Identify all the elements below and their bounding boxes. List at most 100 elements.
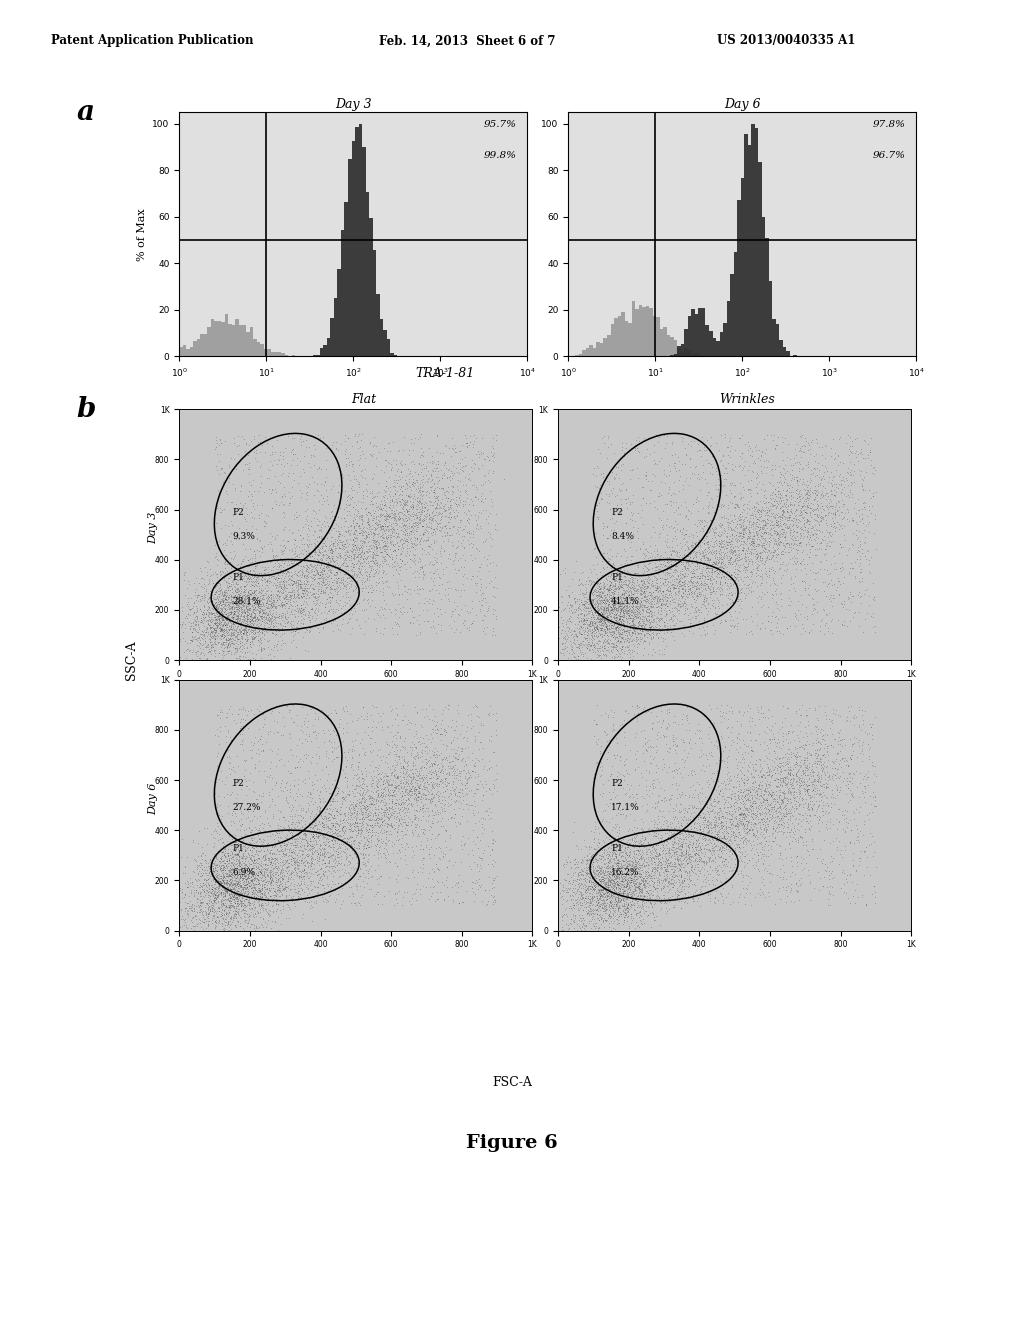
Point [288, 862, 304, 883]
Point [793, 446, 809, 467]
Point [286, 875, 302, 896]
Point [791, 755, 807, 776]
Point [351, 842, 368, 863]
Point [232, 566, 249, 587]
Point [300, 574, 316, 595]
Point [265, 587, 282, 609]
Point [631, 841, 647, 862]
Point [680, 576, 696, 597]
Point [377, 484, 393, 506]
Point [849, 873, 865, 894]
Point [592, 644, 608, 665]
Point [299, 523, 315, 544]
Point [250, 903, 266, 924]
Point [847, 441, 863, 462]
Point [398, 772, 415, 793]
Point [819, 620, 836, 642]
Point [596, 610, 612, 631]
Point [334, 572, 350, 593]
Point [604, 507, 621, 528]
Point [266, 619, 283, 640]
Point [352, 545, 369, 566]
Point [347, 541, 364, 562]
Point [690, 834, 707, 855]
Point [745, 535, 762, 556]
Point [632, 609, 648, 630]
Point [682, 729, 698, 750]
Point [368, 536, 384, 557]
Point [680, 539, 696, 560]
Point [351, 752, 368, 774]
Point [362, 550, 379, 572]
Point [694, 519, 711, 540]
Point [610, 585, 627, 606]
Point [766, 540, 782, 561]
Point [284, 828, 300, 849]
Point [570, 865, 587, 886]
Point [670, 565, 686, 586]
Point [780, 777, 797, 799]
Point [642, 887, 658, 908]
Point [767, 438, 783, 459]
Point [632, 847, 648, 869]
Point [741, 521, 758, 543]
Point [271, 880, 288, 902]
Point [624, 836, 640, 857]
Point [413, 455, 429, 477]
Point [729, 813, 745, 834]
Point [686, 430, 702, 451]
Point [218, 591, 234, 612]
Point [589, 834, 605, 855]
Point [596, 879, 612, 900]
Point [646, 892, 663, 913]
Point [199, 581, 215, 602]
Point [791, 480, 807, 502]
Point [231, 853, 248, 874]
Point [690, 578, 707, 599]
Point [605, 779, 622, 800]
Point [780, 482, 797, 503]
Point [209, 595, 225, 616]
Point [713, 523, 729, 544]
Point [304, 545, 321, 566]
Point [720, 803, 736, 824]
Point [212, 597, 228, 618]
Point [666, 560, 682, 581]
Point [601, 870, 617, 891]
Point [220, 916, 237, 937]
Point [781, 721, 798, 742]
Point [425, 784, 441, 805]
Point [273, 884, 290, 906]
Point [310, 425, 327, 446]
Point [311, 797, 328, 818]
Point [623, 894, 639, 915]
Point [416, 540, 432, 561]
Point [319, 841, 336, 862]
Point [727, 807, 743, 828]
Point [372, 503, 388, 524]
Point [341, 590, 357, 611]
Bar [664, 327, 667, 356]
Point [831, 779, 848, 800]
Point [195, 873, 211, 894]
Point [604, 601, 621, 622]
Point [583, 847, 599, 869]
Point [592, 616, 608, 638]
Point [631, 863, 647, 884]
Point [234, 598, 251, 619]
Point [643, 843, 659, 865]
Point [209, 498, 225, 519]
Point [215, 894, 231, 915]
Point [601, 594, 617, 615]
Point [598, 649, 614, 671]
Point [243, 870, 259, 891]
Point [393, 550, 410, 572]
Point [768, 471, 784, 492]
Point [715, 816, 731, 837]
Point [623, 883, 639, 904]
Point [403, 821, 420, 842]
Point [788, 487, 805, 508]
Point [750, 849, 766, 870]
Point [841, 771, 857, 792]
Point [611, 467, 628, 488]
